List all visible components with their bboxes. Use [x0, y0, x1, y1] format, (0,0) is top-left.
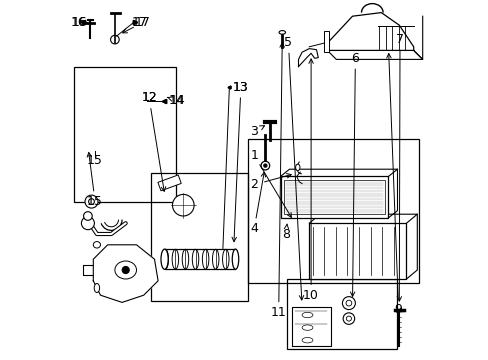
Text: 10: 10	[303, 289, 318, 302]
Ellipse shape	[295, 164, 299, 171]
Circle shape	[83, 212, 92, 220]
Text: 14: 14	[170, 94, 185, 107]
Text: 17: 17	[135, 16, 151, 29]
Ellipse shape	[232, 249, 238, 269]
Ellipse shape	[302, 312, 312, 318]
Text: 12: 12	[141, 91, 157, 104]
Text: 7: 7	[395, 33, 403, 46]
Text: 3: 3	[250, 125, 258, 138]
Text: 13: 13	[233, 81, 248, 94]
Ellipse shape	[94, 284, 100, 293]
Circle shape	[85, 195, 98, 208]
Polygon shape	[298, 49, 318, 67]
Ellipse shape	[302, 325, 312, 330]
Circle shape	[346, 300, 351, 306]
Polygon shape	[93, 245, 158, 302]
Bar	[151, 173, 247, 301]
Ellipse shape	[182, 249, 188, 269]
Bar	[280, 176, 387, 218]
Ellipse shape	[172, 249, 178, 269]
Text: 16: 16	[72, 16, 87, 29]
Text: 12: 12	[141, 91, 157, 104]
Ellipse shape	[192, 249, 199, 269]
Text: 17: 17	[132, 16, 148, 29]
Text: 9: 9	[394, 303, 402, 316]
Text: 14: 14	[168, 94, 183, 107]
Text: 15: 15	[87, 154, 102, 167]
Bar	[284, 180, 384, 214]
Circle shape	[81, 217, 94, 230]
Ellipse shape	[122, 266, 129, 274]
Bar	[323, 31, 328, 52]
Text: 16: 16	[70, 16, 86, 29]
Text: 15: 15	[87, 195, 103, 208]
Bar	[158, 175, 181, 191]
Bar	[309, 223, 406, 279]
Bar	[247, 139, 418, 283]
Circle shape	[343, 313, 354, 324]
Polygon shape	[326, 13, 413, 50]
Ellipse shape	[279, 31, 285, 34]
Ellipse shape	[212, 249, 219, 269]
Ellipse shape	[162, 249, 168, 269]
Ellipse shape	[222, 249, 228, 269]
Text: 2: 2	[250, 178, 258, 191]
Text: 5: 5	[284, 36, 292, 49]
Ellipse shape	[93, 242, 101, 248]
Circle shape	[342, 297, 355, 310]
Circle shape	[263, 164, 266, 167]
Text: 13: 13	[233, 81, 248, 94]
Ellipse shape	[302, 338, 312, 343]
Bar	[73, 67, 176, 202]
Text: 8: 8	[281, 228, 289, 241]
Ellipse shape	[161, 249, 168, 269]
Circle shape	[346, 316, 351, 321]
Ellipse shape	[202, 249, 208, 269]
Ellipse shape	[172, 194, 194, 216]
Circle shape	[88, 199, 94, 204]
Text: 4: 4	[250, 222, 258, 235]
Text: 1: 1	[250, 149, 258, 162]
Text: 11: 11	[270, 306, 286, 319]
Polygon shape	[291, 307, 330, 346]
Circle shape	[261, 161, 269, 170]
Text: 6: 6	[351, 52, 359, 65]
Bar	[286, 279, 396, 349]
